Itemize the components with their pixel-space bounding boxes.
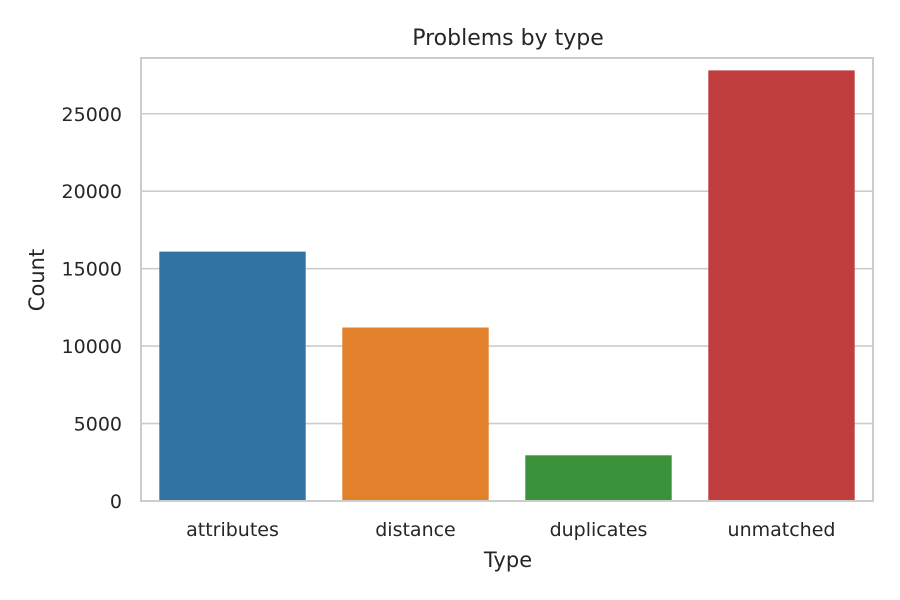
bar-duplicates (525, 455, 672, 501)
x-tick-label-duplicates: duplicates (550, 519, 648, 541)
y-tick-label: 15000 (62, 259, 122, 281)
y-tick-label: 10000 (62, 336, 122, 358)
x-tick-label-distance: distance (375, 519, 456, 541)
y-tick-label: 5000 (74, 414, 122, 436)
y-tick-label: 20000 (62, 181, 122, 203)
y-tick-labels: 0 5000 10000 15000 20000 25000 (62, 104, 122, 513)
bar-attributes (159, 251, 306, 501)
plot-frame (140, 57, 874, 502)
y-tick-label: 0 (110, 491, 122, 513)
bars (159, 70, 855, 502)
x-tick-labels: attributes distance duplicates unmatched (186, 519, 835, 541)
x-tick-label-unmatched: unmatched (728, 519, 836, 541)
bar-unmatched (708, 70, 855, 502)
x-tick-label-attributes: attributes (186, 519, 279, 541)
y-axis-label: Count (25, 249, 49, 311)
y-tick-label: 25000 (62, 104, 122, 126)
x-axis-label: Type (483, 548, 532, 572)
chart-title: Problems by type (412, 26, 604, 51)
bar-distance (342, 327, 489, 501)
